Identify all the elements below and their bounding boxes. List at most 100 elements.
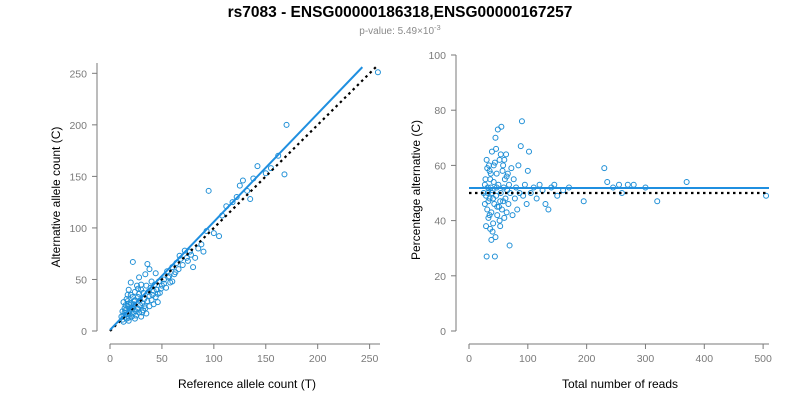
data-point — [580, 198, 587, 205]
data-point — [498, 123, 505, 130]
data-point — [604, 178, 611, 185]
scatter-panel-allele-counts: 0 50 100 150 200 250 0 50 100 150 200 250 Referenc… — [49, 63, 381, 391]
data-point — [501, 214, 508, 221]
y-tick-label: 200 — [69, 120, 87, 132]
data-point — [487, 176, 494, 183]
data-point — [143, 310, 150, 317]
data-point — [146, 266, 153, 273]
x-tick-label: 100 — [205, 353, 223, 365]
data-point — [179, 262, 186, 269]
data-point — [120, 299, 127, 306]
data-point — [200, 248, 207, 255]
data-point — [166, 273, 173, 280]
data-point — [138, 313, 145, 320]
data-point — [483, 192, 490, 199]
data-point — [503, 173, 510, 180]
data-point — [630, 181, 637, 188]
data-point — [125, 286, 132, 293]
data-point — [505, 201, 512, 208]
data-point — [484, 206, 491, 213]
data-point — [146, 292, 153, 299]
data-point — [139, 309, 146, 316]
data-point — [154, 290, 161, 297]
data-point — [491, 201, 498, 208]
data-point — [616, 181, 622, 188]
data-point — [483, 156, 490, 163]
data-point — [523, 201, 530, 208]
data-point — [504, 170, 511, 177]
data-point — [275, 152, 282, 159]
data-point — [492, 134, 499, 141]
x-tick-label: 0 — [107, 353, 113, 365]
data-point — [154, 299, 161, 306]
data-point — [506, 181, 512, 188]
data-point — [254, 163, 261, 170]
y-tick-label: 0 — [440, 326, 446, 338]
data-point — [210, 230, 217, 237]
x-tick-label: 400 — [696, 353, 714, 365]
data-point — [533, 195, 540, 202]
data-point — [527, 190, 534, 196]
data-point — [184, 257, 191, 264]
data-point — [157, 285, 164, 292]
data-point — [493, 170, 500, 177]
data-point — [142, 271, 149, 278]
subtitle-exponent: -3 — [434, 23, 441, 32]
data-point — [509, 212, 516, 219]
data-point — [494, 203, 501, 210]
y-tick-label: 150 — [69, 171, 87, 183]
data-point — [515, 162, 522, 169]
data-point — [497, 151, 504, 158]
reference-line — [109, 64, 379, 332]
data-point — [484, 165, 491, 172]
data-point — [497, 198, 504, 205]
data-point — [496, 217, 503, 224]
data-point — [654, 198, 661, 205]
data-point — [239, 177, 246, 184]
data-point — [135, 305, 142, 312]
data-point — [165, 274, 172, 281]
figure-subtitle: p-value: 5.49×10-3 — [359, 23, 440, 37]
data-point — [499, 167, 506, 174]
y-axis-ticks: 0 20 40 60 80 100 — [428, 50, 456, 338]
y-tick-label: 100 — [428, 50, 446, 62]
data-point — [233, 194, 240, 200]
data-point — [542, 201, 549, 208]
data-point — [143, 282, 150, 289]
y-axis-label: Alternative allele count (C) — [49, 127, 63, 268]
x-axis-ticks: 0 100 200 300 400 500 — [466, 344, 772, 365]
data-point — [483, 223, 490, 230]
data-point — [683, 178, 690, 185]
data-point — [489, 228, 496, 235]
data-point — [518, 118, 525, 125]
x-tick-label: 100 — [519, 353, 537, 365]
data-point — [483, 253, 490, 260]
data-point — [510, 176, 517, 183]
data-point — [526, 148, 532, 155]
subtitle-prefix: p-value: 5.49×10 — [359, 26, 434, 37]
data-point — [195, 245, 202, 252]
y-tick-label: 20 — [434, 271, 446, 283]
data-point — [536, 181, 543, 188]
data-point — [216, 233, 223, 240]
x-tick-label: 250 — [361, 353, 379, 365]
data-point — [148, 278, 155, 285]
data-point — [487, 170, 494, 177]
figure-title: rs7083 - ENSG00000186318,ENSG00000167257 — [228, 4, 573, 21]
y-tick-label: 50 — [75, 274, 87, 286]
data-point — [485, 198, 492, 205]
data-point — [188, 251, 194, 258]
data-point — [521, 181, 528, 188]
data-point — [125, 301, 132, 308]
data-point — [138, 286, 145, 293]
data-point — [502, 195, 509, 202]
x-tick-label: 300 — [637, 353, 655, 365]
data-point — [491, 253, 498, 260]
x-axis-ticks: 0 50 100 150 200 250 — [107, 344, 379, 365]
data-point — [511, 195, 518, 202]
data-point — [503, 209, 510, 216]
data-point — [161, 280, 167, 287]
data-point — [144, 261, 151, 267]
